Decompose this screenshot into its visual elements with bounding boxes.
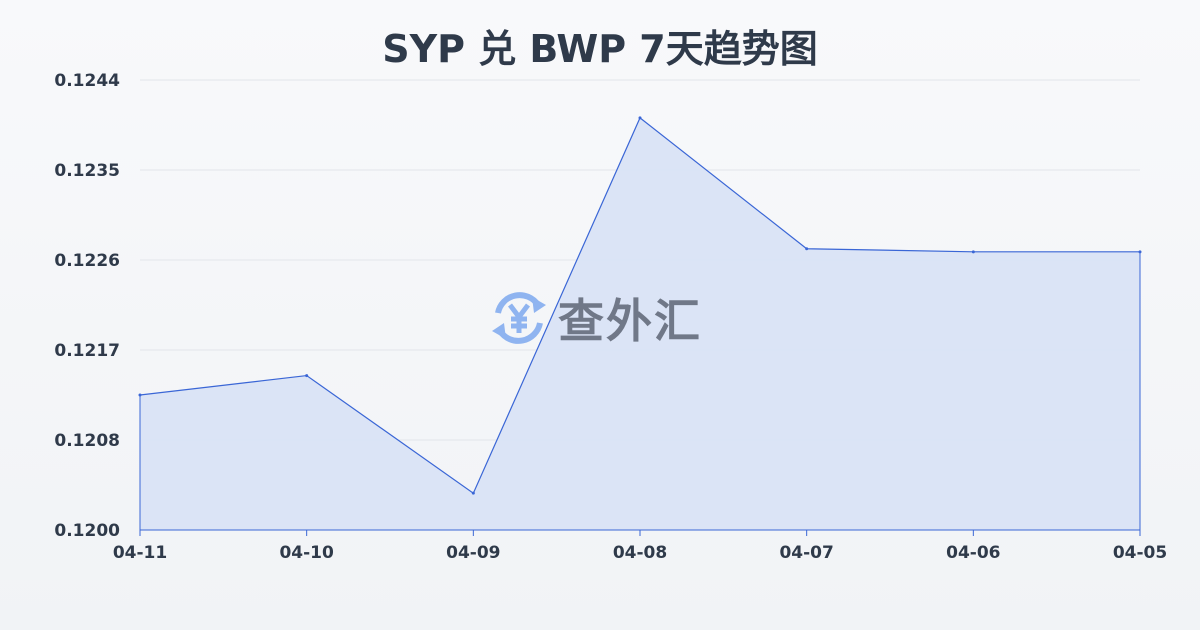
data-point — [471, 491, 475, 495]
y-tick-label: 0.1226 — [54, 251, 120, 271]
x-tick-label: 04-10 — [279, 543, 334, 563]
yen-exchange-icon — [492, 292, 546, 344]
watermark: 查外汇 — [488, 285, 702, 351]
watermark-text: 查外汇 — [558, 294, 702, 348]
data-point — [138, 393, 142, 397]
chart-title: SYP 兑 BWP 7天趋势图 — [382, 27, 818, 71]
data-point — [305, 374, 309, 378]
x-tick-label: 04-08 — [613, 543, 667, 563]
x-tick-label: 04-11 — [113, 543, 167, 563]
y-tick-label: 0.1244 — [54, 71, 120, 91]
x-tick-label: 04-06 — [946, 543, 1000, 563]
data-point — [971, 250, 975, 254]
data-point — [805, 247, 809, 251]
data-point — [1138, 250, 1142, 254]
y-tick-label: 0.1200 — [54, 521, 120, 541]
area-fill — [140, 117, 1140, 530]
x-tick-label: 04-05 — [1113, 543, 1167, 563]
y-tick-label: 0.1235 — [54, 161, 120, 181]
data-point — [638, 116, 642, 120]
x-tick-label: 04-07 — [779, 543, 833, 563]
x-tick-label: 04-09 — [446, 543, 500, 563]
y-tick-label: 0.1208 — [54, 431, 120, 451]
y-tick-label: 0.1217 — [54, 341, 120, 361]
